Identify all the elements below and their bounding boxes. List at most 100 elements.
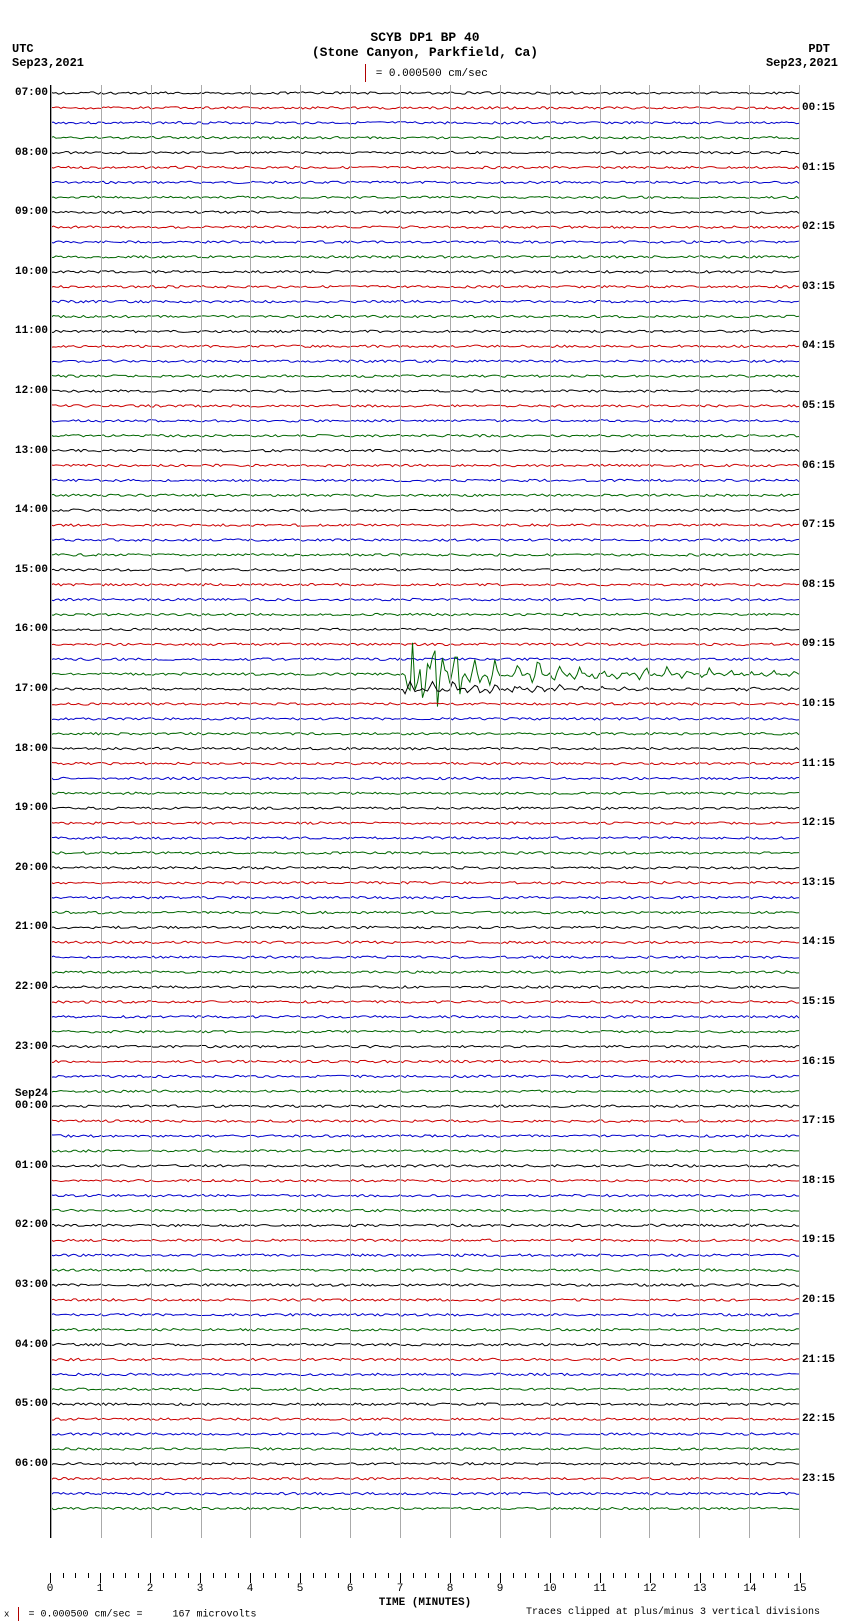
gridline-v (500, 85, 501, 1538)
gridline-v (799, 85, 800, 1538)
seismic-trace (51, 1045, 799, 1047)
xtick-label: 15 (793, 1583, 806, 1595)
pdt-quarter-label: 08:15 (799, 579, 835, 591)
utc-hour-label: 12:00 (15, 385, 51, 397)
utc-hour-label: 21:00 (15, 921, 51, 933)
utc-hour-label: 18:00 (15, 743, 51, 755)
xtick-minor (188, 1573, 189, 1578)
seismic-trace (51, 1224, 799, 1226)
utc-hour-label: 17:00 (15, 683, 51, 695)
pdt-quarter-label: 20:15 (799, 1294, 835, 1306)
xtick-major (750, 1573, 751, 1583)
pdt-quarter-label: 05:15 (799, 400, 835, 412)
footer-scale-text: x = 0.000500 cm/sec = 167 microvolts (4, 1607, 257, 1621)
seismic-trace (51, 971, 799, 973)
xtick-label: 10 (543, 1583, 556, 1595)
xtick-label: 12 (643, 1583, 656, 1595)
seismic-trace (51, 315, 799, 317)
gridline-v (400, 85, 401, 1538)
seismic-trace (51, 1254, 799, 1256)
seismic-trace (51, 1314, 799, 1316)
seismic-trace (51, 1269, 799, 1271)
xtick-minor (538, 1573, 539, 1578)
seismic-trace (51, 1403, 799, 1405)
gridline-v (600, 85, 601, 1538)
seismic-trace (51, 1001, 799, 1003)
xtick-minor (475, 1573, 476, 1578)
xtick-minor (513, 1573, 514, 1578)
seismic-trace (51, 1060, 799, 1062)
xtick-major (600, 1573, 601, 1583)
seismic-trace (51, 613, 799, 615)
xtick-minor (163, 1573, 164, 1578)
utc-hour-label: 04:00 (15, 1339, 51, 1351)
right-tz-label: PDT (808, 42, 830, 56)
seismic-trace (51, 256, 799, 258)
pdt-quarter-label: 07:15 (799, 519, 835, 531)
xtick-minor (175, 1573, 176, 1578)
xtick-major (400, 1573, 401, 1583)
xtick-major (550, 1573, 551, 1583)
xtick-label: 7 (397, 1583, 404, 1595)
xtick-minor (525, 1573, 526, 1578)
xtick-minor (288, 1573, 289, 1578)
xtick-label: 3 (197, 1583, 204, 1595)
xtick-minor (325, 1573, 326, 1578)
xtick-label: 6 (347, 1583, 354, 1595)
seismic-trace (51, 598, 799, 600)
xtick-minor (563, 1573, 564, 1578)
pdt-quarter-label: 17:15 (799, 1115, 835, 1127)
gridline-v (151, 85, 152, 1538)
xtick-minor (225, 1573, 226, 1578)
seismic-trace (51, 494, 799, 496)
utc-hour-label: 06:00 (15, 1458, 51, 1470)
xtick-major (300, 1573, 301, 1583)
seismic-trace (51, 777, 799, 779)
seismic-trace (51, 464, 799, 466)
utc-hour-label: 03:00 (15, 1279, 51, 1291)
seismic-trace (51, 390, 799, 392)
seismic-trace (51, 896, 799, 898)
xtick-major (450, 1573, 451, 1583)
xtick-minor (613, 1573, 614, 1578)
xtick-minor (338, 1573, 339, 1578)
seismic-trace (51, 554, 799, 556)
xtick-minor (588, 1573, 589, 1578)
seismic-trace (51, 181, 799, 183)
seismic-trace (51, 271, 799, 273)
seismic-trace (51, 643, 799, 645)
utc-hour-label: 09:00 (15, 206, 51, 218)
gridline-v (51, 85, 52, 1538)
xtick-minor (388, 1573, 389, 1578)
pdt-quarter-label: 13:15 (799, 877, 835, 889)
xtick-label: 9 (497, 1583, 504, 1595)
utc-hour-label: 22:00 (15, 981, 51, 993)
seismic-trace (51, 1507, 799, 1509)
left-tz-label: UTC (12, 42, 34, 56)
seismic-trace (51, 807, 799, 809)
seismic-trace (51, 1418, 799, 1420)
seismic-trace (51, 792, 799, 794)
pdt-quarter-label: 02:15 (799, 221, 835, 233)
seismic-trace (51, 703, 799, 705)
seismic-trace (51, 539, 799, 541)
xtick-minor (238, 1573, 239, 1578)
seismic-trace (51, 1492, 799, 1494)
seismic-trace (51, 1105, 799, 1107)
chart-title-line2: (Stone Canyon, Parkfield, Ca) (0, 45, 850, 60)
seismic-trace (51, 1194, 799, 1196)
xtick-minor (775, 1573, 776, 1578)
seismic-trace (51, 1373, 799, 1375)
xtick-minor (788, 1573, 789, 1578)
seismic-trace (51, 375, 799, 377)
pdt-quarter-label: 16:15 (799, 1056, 835, 1068)
xtick-major (700, 1573, 701, 1583)
seismic-trace (51, 762, 799, 764)
seismic-trace (51, 1358, 799, 1360)
seismic-trace (51, 524, 799, 526)
xtick-minor (125, 1573, 126, 1578)
seismic-trace (51, 837, 799, 839)
seismic-trace (51, 92, 799, 94)
xtick-minor (675, 1573, 676, 1578)
seismic-trace (51, 1299, 799, 1301)
